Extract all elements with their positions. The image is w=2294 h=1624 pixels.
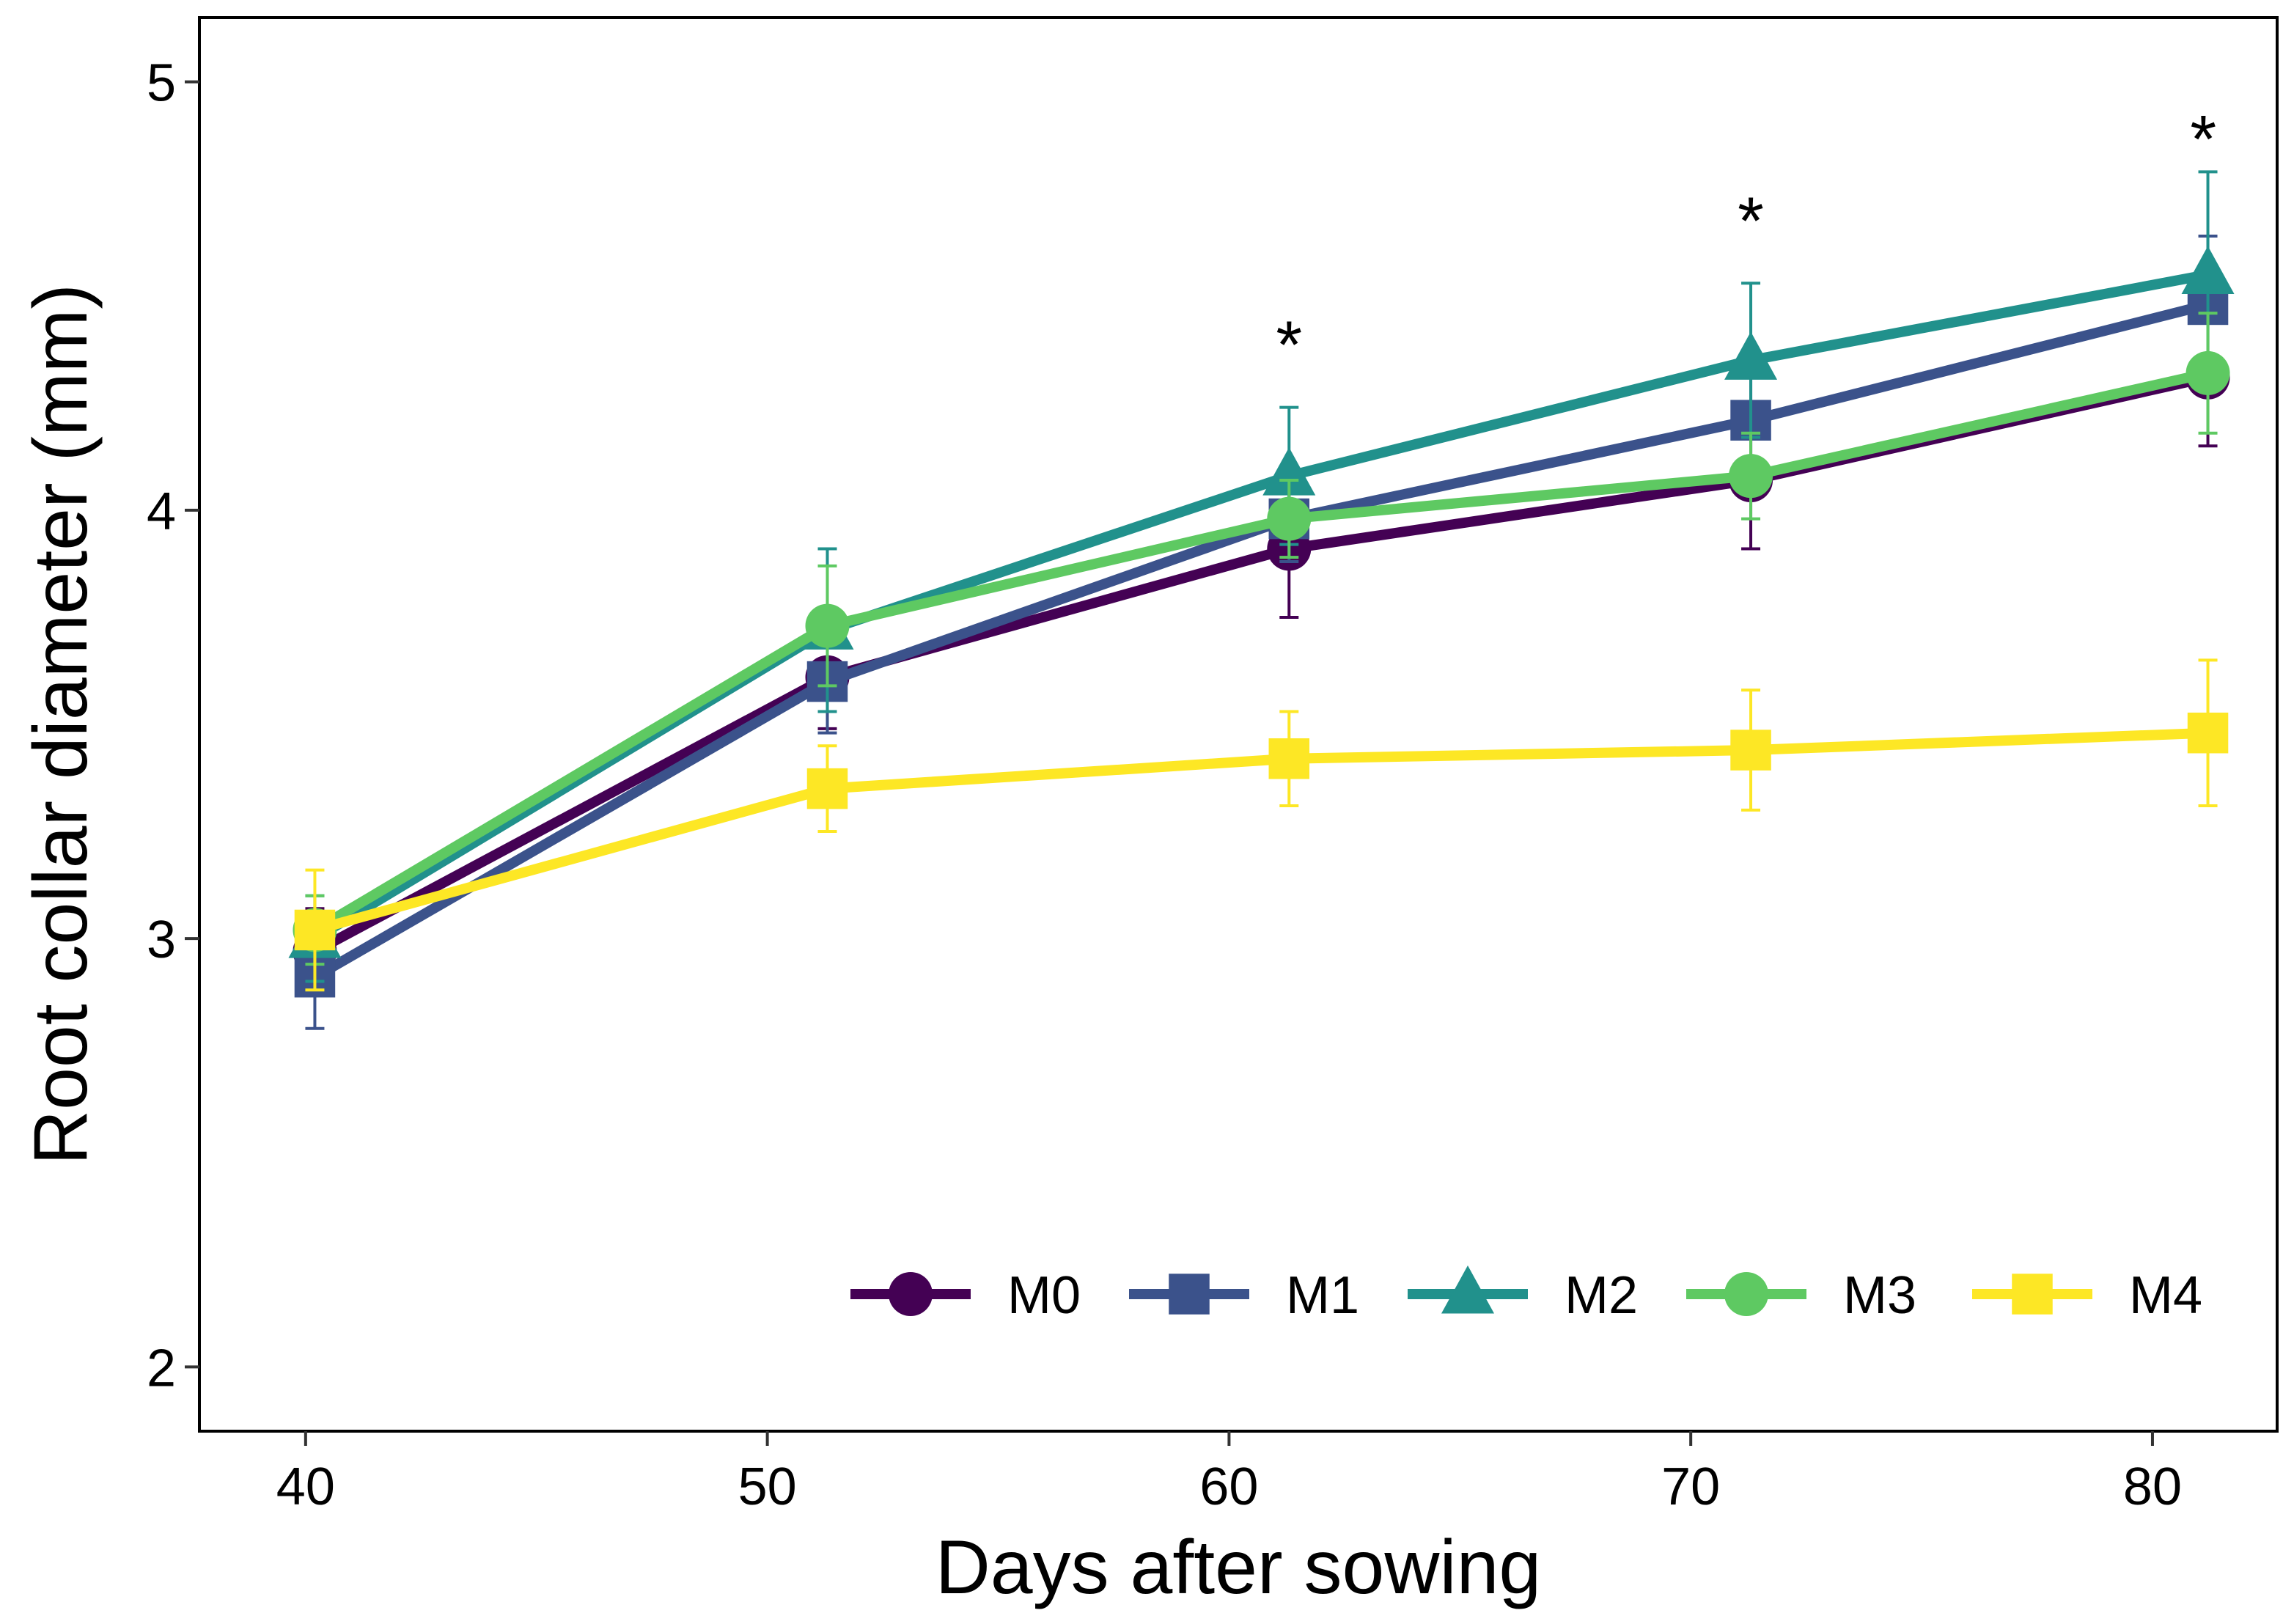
- y-tick-label-2: 2: [147, 1339, 176, 1397]
- series-line-M0: [312, 372, 2210, 956]
- legend-label-M3: M3: [1843, 1266, 1916, 1325]
- legend: M0 M1 M2 M3 M4: [850, 1265, 2202, 1325]
- legend-item-M4: M4: [1972, 1266, 2202, 1325]
- series-M1: [294, 234, 2229, 1030]
- point-M4-1: [806, 768, 848, 809]
- legend-item-M2: M2: [1408, 1265, 1638, 1325]
- legend-marker-M4: [2012, 1274, 2053, 1315]
- point-M3-3: [1729, 454, 1773, 499]
- legend-label-M2: M2: [1565, 1266, 1638, 1325]
- legend-marker-M3: [1724, 1272, 1768, 1316]
- significance-star-2: *: [2190, 103, 2216, 177]
- legend-label-M0: M0: [1007, 1266, 1081, 1325]
- legend-item-M3: M3: [1686, 1266, 1916, 1325]
- legend-marker-M2: [1441, 1265, 1494, 1314]
- x-tick-label-60: 60: [1199, 1458, 1258, 1516]
- legend-marker-M1: [1169, 1274, 1210, 1315]
- legend-label-M1: M1: [1286, 1266, 1359, 1325]
- y-tick-label-3: 3: [147, 911, 176, 969]
- plot-panel-border: [198, 16, 2279, 1433]
- point-M4-2: [1268, 738, 1310, 779]
- point-M3-2: [1267, 496, 1312, 541]
- point-M2-4: [2181, 246, 2235, 295]
- legend-label-M4: M4: [2129, 1266, 2202, 1325]
- x-tick-label-80: 80: [2123, 1458, 2182, 1516]
- significance-star-0: *: [1276, 308, 1302, 383]
- x-tick-label-40: 40: [276, 1458, 335, 1516]
- legend-item-M0: M0: [850, 1266, 1081, 1325]
- y-tick-label-4: 4: [147, 482, 176, 541]
- x-axis-label: Days after sowing: [935, 1525, 1542, 1610]
- point-M2-2: [1262, 447, 1316, 496]
- series-M0: [293, 307, 2230, 996]
- point-M4-3: [1730, 730, 1771, 771]
- point-M2-3: [1724, 331, 1778, 380]
- annotations-layer: * * *: [1276, 103, 2216, 383]
- point-M3-1: [805, 603, 850, 648]
- axes: 40 50 60 70 80 2 3 4 5: [147, 54, 2182, 1516]
- point-M4-4: [2187, 712, 2229, 754]
- legend-marker-M0: [889, 1272, 933, 1316]
- y-axis-label: Root collar diameter (mm): [18, 284, 103, 1165]
- significance-star-1: *: [1738, 184, 1764, 259]
- series-layer: [288, 170, 2235, 1030]
- series-M4: [294, 658, 2229, 992]
- point-M3-4: [2185, 350, 2230, 395]
- x-tick-label-50: 50: [738, 1458, 797, 1516]
- y-tick-label-5: 5: [147, 54, 176, 113]
- series-line-M1: [312, 299, 2210, 982]
- x-tick-label-70: 70: [1661, 1458, 1720, 1516]
- point-M4-0: [294, 909, 336, 951]
- series-M3: [293, 312, 2230, 966]
- legend-item-M1: M1: [1129, 1266, 1359, 1325]
